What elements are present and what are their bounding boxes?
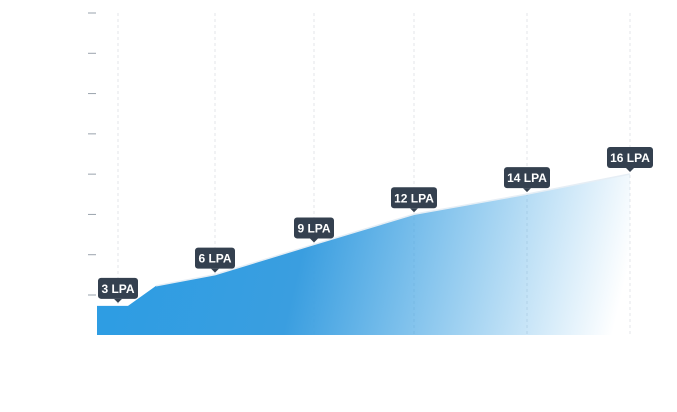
data-label-pointer <box>410 208 418 213</box>
data-label-pointer <box>114 298 122 303</box>
data-label: 6 LPA <box>195 247 235 273</box>
data-label-pointer <box>211 268 219 273</box>
data-label: 16 LPA <box>607 147 653 172</box>
data-label-text: 16 LPA <box>610 151 650 165</box>
series-line <box>155 173 631 287</box>
data-label-text: 9 LPA <box>297 221 330 235</box>
data-label-pointer <box>626 168 634 172</box>
data-label: 12 LPA <box>391 187 437 213</box>
data-labels: 3 LPA 6 LPA 9 LPA 12 LPA 14 LPA 16 LPA <box>98 147 653 303</box>
data-label-text: 6 LPA <box>198 252 231 266</box>
data-label-pointer <box>310 238 318 243</box>
data-label-box <box>195 247 235 269</box>
data-label-pointer <box>523 188 531 193</box>
data-label: 9 LPA <box>294 217 334 243</box>
data-label-text: 12 LPA <box>394 191 434 205</box>
data-label-text: 3 LPA <box>101 282 134 296</box>
data-label: 3 LPA <box>98 277 138 303</box>
data-label-text: 14 LPA <box>507 171 547 185</box>
data-label-box <box>294 217 334 239</box>
area-fill <box>97 174 630 335</box>
data-label-box <box>98 277 138 299</box>
y-axis-ticks <box>88 12 96 296</box>
data-label-box <box>504 167 550 189</box>
data-label: 14 LPA <box>504 167 550 193</box>
data-label-box <box>391 187 437 209</box>
data-label-box <box>607 147 653 168</box>
